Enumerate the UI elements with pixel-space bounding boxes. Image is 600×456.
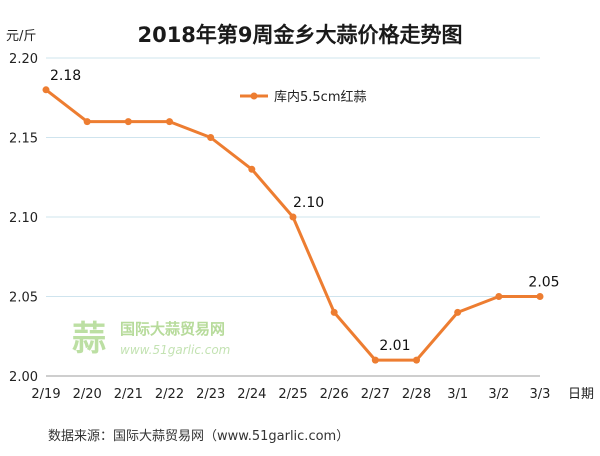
x-tick-label: 2/28: [402, 387, 431, 402]
y-axis-label: 元/斤: [6, 29, 36, 44]
source-note: 数据来源：国际大蒜贸易网（www.51garlic.com）: [48, 429, 349, 444]
data-point: [536, 293, 544, 300]
data-label: 2.10: [293, 195, 324, 211]
y-tick-label: 2.00: [9, 370, 38, 385]
legend-marker: [250, 92, 258, 100]
x-tick-label: 3/1: [447, 387, 468, 402]
data-point: [124, 118, 132, 126]
data-label: 2.05: [528, 275, 559, 291]
x-tick-label: 2/27: [361, 387, 390, 402]
x-tick-label: 2/19: [31, 387, 60, 402]
data-point: [207, 134, 215, 141]
y-tick-label: 2.05: [9, 291, 38, 306]
data-point: [330, 308, 338, 316]
chart-title: 2018年第9周金乡大蒜价格走势图: [137, 23, 462, 47]
x-axis-ticks: 2/19 2/20 2/21 2/22 2/23 2/24 2/25 2/26 2/27 2/28…: [31, 387, 550, 402]
series-group: [42, 86, 544, 364]
x-tick-label: 2/26: [320, 387, 349, 402]
data-point: [454, 308, 462, 316]
legend-label: 库内5.5cm红蒜: [274, 89, 367, 105]
y-tick-label: 2.20: [9, 52, 38, 67]
watermark-logo: 蒜: [72, 319, 106, 359]
data-point: [248, 165, 256, 173]
y-tick-label: 2.10: [9, 211, 38, 226]
watermark-url: www.51garlic.com: [120, 343, 230, 357]
watermark: 蒜 国际大蒜贸易网 www.51garlic.com: [72, 319, 230, 359]
data-point: [166, 118, 173, 126]
x-tick-label: 3/2: [488, 387, 509, 402]
watermark-name: 国际大蒜贸易网: [120, 320, 225, 338]
data-point: [83, 118, 91, 126]
x-tick-label: 2/25: [278, 387, 307, 402]
data-labels: 2.18 2.10 2.01 2.05: [50, 68, 560, 354]
x-tick-label: 2/21: [114, 387, 143, 402]
x-axis-label: 日期: [568, 387, 594, 402]
y-tick-label: 2.15: [9, 132, 38, 147]
data-point: [495, 293, 503, 300]
legend: 库内5.5cm红蒜: [240, 89, 367, 105]
data-point: [371, 356, 379, 364]
x-tick-label: 2/20: [73, 387, 102, 402]
data-point: [413, 356, 420, 364]
data-label: 2.18: [50, 68, 81, 84]
data-label: 2.01: [379, 338, 410, 354]
data-point: [42, 86, 50, 94]
x-tick-label: 2/24: [237, 387, 266, 402]
x-tick-label: 2/23: [196, 387, 225, 402]
x-tick-label: 2/22: [155, 387, 184, 402]
data-point: [289, 213, 297, 221]
x-tick-label: 3/3: [530, 387, 551, 402]
y-axis-ticks: 2.00 2.05 2.10 2.15 2.20: [9, 52, 38, 385]
